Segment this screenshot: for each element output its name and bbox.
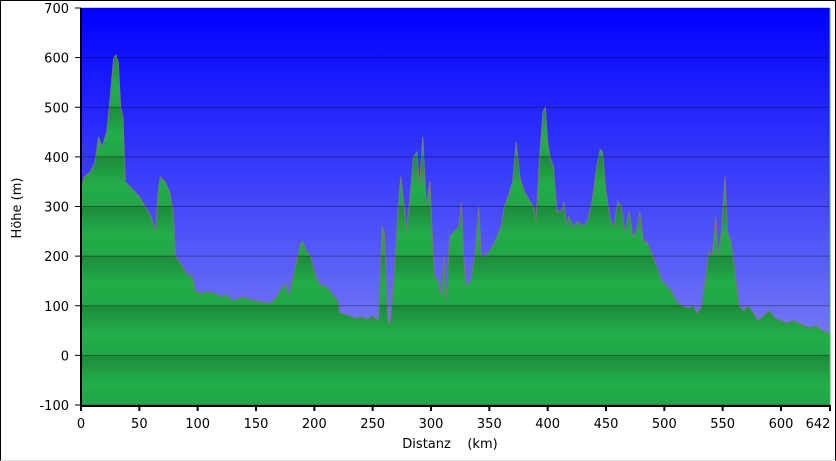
y-tick-label: 0: [61, 349, 69, 364]
x-tick-label: 250: [360, 417, 385, 432]
y-tick-label: 500: [44, 101, 69, 116]
x-tick-label: 642: [806, 417, 831, 432]
y-axis-label: Höhe (m): [10, 178, 25, 239]
y-tick-label: 700: [44, 2, 69, 17]
y-tick-label: 300: [44, 201, 69, 216]
x-tick-label: 0: [77, 417, 85, 432]
elevation-area: [80, 54, 831, 406]
x-tick-label: 350: [477, 417, 502, 432]
x-tick-label: 600: [769, 417, 794, 432]
y-tick-label: -100: [39, 399, 69, 414]
y-tick-label: 200: [44, 250, 69, 265]
x-tick-label: 400: [535, 417, 560, 432]
x-tick-label: 450: [594, 417, 619, 432]
y-tick-label: 600: [44, 52, 69, 67]
y-tick-label: 100: [44, 300, 69, 315]
y-tick-label: 400: [44, 151, 69, 166]
x-tick-label: 100: [185, 417, 210, 432]
x-axis-label: Distanz (km): [402, 437, 497, 452]
x-tick-label: 550: [710, 417, 735, 432]
x-tick-label: 150: [244, 417, 269, 432]
x-tick-label: 50: [131, 417, 148, 432]
x-tick-label: 200: [302, 417, 327, 432]
x-tick-label: 500: [652, 417, 677, 432]
x-tick-label: 300: [419, 417, 444, 432]
